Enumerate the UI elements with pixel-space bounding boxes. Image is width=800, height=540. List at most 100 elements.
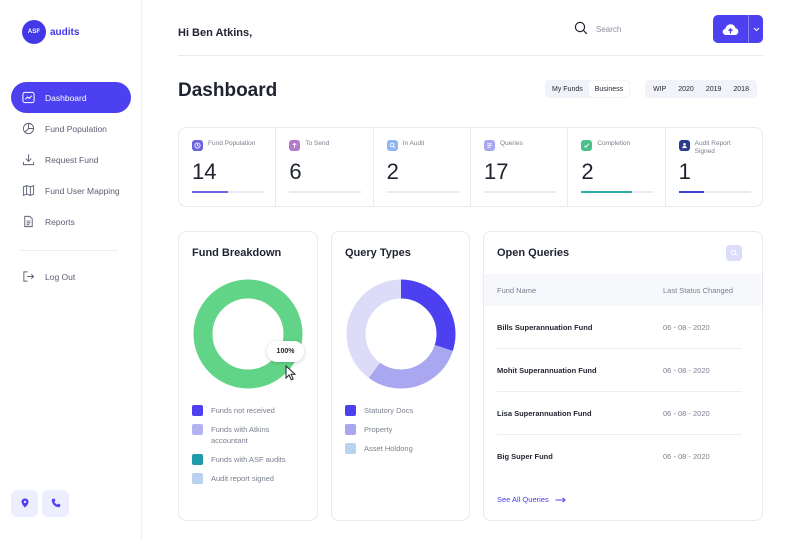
filter-my-funds[interactable]: My Funds bbox=[552, 85, 583, 93]
stat-progress-fill bbox=[581, 191, 632, 193]
status-date: 06 - 08 - 2020 bbox=[663, 322, 710, 332]
filter-2018[interactable]: 2018 bbox=[733, 85, 749, 93]
legend-label: Funds not received bbox=[211, 406, 275, 415]
stat-progress-fill bbox=[678, 191, 704, 193]
see-all-queries-link[interactable]: See All Queries bbox=[497, 495, 566, 504]
queries-search-button[interactable] bbox=[726, 245, 742, 261]
stats-panel: Fund Population 14 To Send 6 In Audit 2 … bbox=[178, 127, 763, 207]
stat-label: To Send bbox=[305, 140, 330, 147]
logout-button[interactable]: Log Out bbox=[22, 270, 75, 283]
search-placeholder: Search bbox=[596, 24, 622, 34]
stat-completion[interactable]: Completion 2 bbox=[568, 128, 666, 206]
query-types-legend: Statutory Docs Property Asset Holdong bbox=[345, 405, 460, 462]
list-icon bbox=[483, 140, 495, 151]
see-all-label: See All Queries bbox=[497, 495, 549, 504]
stat-label: Audit Report Signed bbox=[694, 140, 731, 155]
legend-item: Funds with Atkins accountant bbox=[192, 424, 307, 446]
cloud-upload-icon bbox=[713, 15, 749, 43]
pie-chart-icon bbox=[22, 122, 35, 135]
sidebar-item-request-fund[interactable]: Request Fund bbox=[11, 144, 131, 175]
legend-swatch bbox=[345, 443, 356, 454]
status-date: 06 - 08 - 2020 bbox=[663, 408, 710, 418]
sidebar-item-dashboard[interactable]: Dashboard bbox=[11, 82, 131, 113]
brand-badge: ASF bbox=[22, 20, 46, 44]
table-row[interactable]: Mohit Superannuation Fund 06 - 08 - 2020 bbox=[497, 349, 742, 392]
legend-label: Funds with Atkins accountant bbox=[211, 425, 270, 445]
legend-label: Asset Holdong bbox=[364, 444, 413, 453]
stat-in-audit[interactable]: In Audit 2 bbox=[374, 128, 471, 206]
stat-to-send[interactable]: To Send 6 bbox=[276, 128, 374, 206]
queries-table-header: Fund Name Last Status Changed bbox=[484, 274, 761, 306]
open-queries-card: Open Queries Fund Name Last Status Chang… bbox=[483, 231, 763, 521]
stat-label: Fund Population bbox=[208, 140, 256, 147]
legend-label: Property bbox=[364, 425, 393, 434]
card-title: Open Queries bbox=[497, 247, 570, 259]
legend-swatch bbox=[192, 473, 203, 484]
clock-icon bbox=[192, 140, 203, 151]
brand-logo[interactable]: ASF audits bbox=[22, 20, 79, 44]
card-title: Query Types bbox=[345, 247, 411, 259]
search-input[interactable]: Search bbox=[574, 21, 621, 37]
stat-label: In Audit bbox=[402, 140, 425, 147]
stat-queries[interactable]: Queries 17 bbox=[471, 128, 569, 206]
chart-line-icon bbox=[22, 91, 35, 104]
brand-name: audits bbox=[50, 26, 80, 38]
upload-arrow-icon bbox=[289, 140, 301, 151]
table-row[interactable]: Big Super Fund 06 - 08 - 2020 bbox=[497, 435, 742, 478]
stat-progress bbox=[581, 191, 654, 193]
query-types-card: Query Types Statutory Docs Property Asse… bbox=[331, 231, 470, 521]
sidebar-item-label: Request Fund bbox=[45, 154, 99, 165]
filter-wip[interactable]: WIP bbox=[653, 85, 667, 93]
stat-value: 2 bbox=[386, 159, 399, 184]
sidebar-item-reports[interactable]: Reports bbox=[11, 206, 131, 237]
legend-item: Statutory Docs bbox=[345, 405, 460, 416]
query-types-donut[interactable] bbox=[345, 278, 457, 390]
legend-swatch bbox=[192, 424, 203, 435]
phone-button[interactable] bbox=[42, 490, 69, 517]
logout-icon bbox=[22, 270, 35, 283]
donut-segment[interactable] bbox=[346, 279, 456, 389]
fund-breakdown-legend: Funds not received Funds with Atkins acc… bbox=[192, 405, 307, 492]
phone-icon bbox=[51, 495, 61, 513]
table-row[interactable]: Bills Superannuation Fund 06 - 08 - 2020 bbox=[497, 306, 742, 349]
sidebar-item-fund-user-mapping[interactable]: Fund User Mapping bbox=[11, 175, 131, 206]
table-row[interactable]: Lisa Superannuation Fund 06 - 08 - 2020 bbox=[497, 392, 742, 435]
filter-business[interactable]: Business bbox=[588, 81, 630, 97]
check-icon bbox=[581, 140, 593, 151]
donut-segment[interactable] bbox=[346, 279, 456, 389]
sidebar-item-fund-population[interactable]: Fund Population bbox=[11, 113, 131, 144]
fund-name: Mohit Superannuation Fund bbox=[497, 365, 597, 375]
sidebar-item-label: Dashboard bbox=[45, 92, 87, 103]
magnifier-icon bbox=[386, 140, 398, 151]
year-filter-group: WIP 2020 2019 2018 bbox=[645, 80, 757, 98]
stat-value: 2 bbox=[581, 159, 594, 184]
legend-swatch bbox=[345, 405, 356, 416]
filter-2019[interactable]: 2019 bbox=[705, 85, 722, 93]
location-button[interactable] bbox=[11, 490, 38, 517]
card-title: Fund Breakdown bbox=[192, 247, 282, 259]
download-icon bbox=[22, 153, 35, 166]
status-date: 06 - 08 - 2020 bbox=[663, 365, 710, 375]
fund-breakdown-donut[interactable] bbox=[192, 278, 304, 390]
stat-label: Queries bbox=[499, 140, 523, 147]
fund-name: Big Super Fund bbox=[497, 452, 553, 461]
document-icon bbox=[22, 215, 35, 228]
upload-button[interactable] bbox=[713, 15, 763, 43]
search-icon bbox=[730, 249, 738, 257]
stat-progress bbox=[483, 191, 556, 193]
column-header-last-status: Last Status Changed bbox=[663, 285, 734, 295]
legend-swatch bbox=[345, 424, 356, 435]
greeting: Hi Ben Atkins, bbox=[178, 27, 253, 39]
legend-swatch bbox=[192, 454, 203, 465]
fund-name: Bills Superannuation Fund bbox=[497, 322, 593, 332]
legend-label: Audit report signed bbox=[211, 474, 274, 483]
filter-2020[interactable]: 2020 bbox=[678, 85, 694, 93]
sidebar-item-label: Fund User Mapping bbox=[45, 185, 120, 196]
stat-label: Completion bbox=[597, 140, 631, 147]
legend-label: Statutory Docs bbox=[364, 406, 414, 415]
stat-fund-population[interactable]: Fund Population 14 bbox=[179, 128, 277, 206]
stat-audit-report-signed[interactable]: Audit Report Signed 1 bbox=[666, 128, 762, 206]
page-title: Dashboard bbox=[178, 80, 278, 101]
legend-item: Funds not received bbox=[192, 405, 307, 416]
chevron-down-icon[interactable] bbox=[749, 27, 763, 32]
